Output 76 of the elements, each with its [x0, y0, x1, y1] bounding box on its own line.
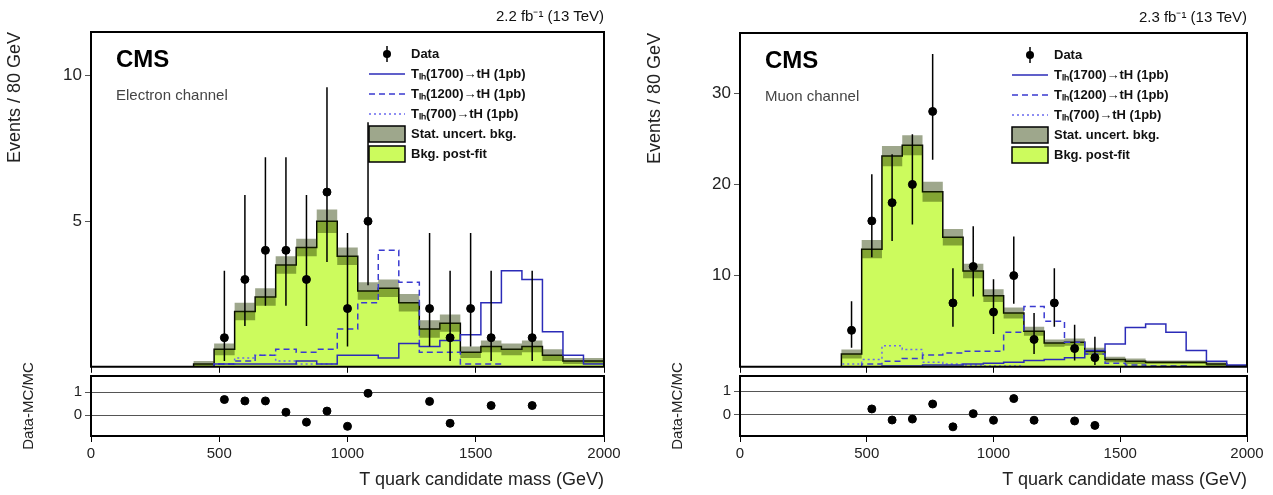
x-tick-label: 1000: [976, 444, 1011, 462]
x-tick-label: 0: [86, 444, 96, 462]
y-tick-label: 1: [722, 381, 731, 399]
y-tick-label: 1: [73, 382, 82, 400]
y-axis-title: Events / 80 GeV: [3, 32, 24, 164]
point: [907, 179, 917, 189]
point: [1090, 420, 1100, 430]
point: [847, 325, 857, 335]
y-tick-label: 20: [712, 174, 731, 194]
y-tick-label: 10: [712, 265, 731, 285]
point: [343, 304, 352, 314]
point: [322, 406, 332, 416]
legend-label: Stat. uncert. bkg.: [411, 125, 517, 141]
point: [887, 415, 897, 425]
legend-label: Bkg. post-fit: [1054, 146, 1131, 162]
x-tick-label: 1000: [330, 444, 365, 462]
y-axis-title: Data-MC/MC: [668, 362, 686, 450]
y-tick-label: 10: [63, 65, 82, 85]
legend-label: Data: [411, 45, 440, 61]
legend-label: Tₗₕ(1200)→tH (1pb): [411, 85, 526, 101]
x-axis-title: T quark candidate mass (GeV): [359, 469, 604, 490]
x-tick-label: 500: [854, 444, 880, 462]
point: [466, 304, 476, 314]
x-tick-label: 0: [735, 444, 745, 462]
y-tick-label: 0: [722, 404, 731, 422]
point: [527, 401, 537, 411]
legend-label: Data: [1054, 46, 1083, 62]
point: [240, 396, 250, 406]
point: [968, 409, 978, 419]
point: [948, 422, 958, 432]
point: [486, 401, 496, 411]
legend-label: Bkg. post-fit: [411, 145, 488, 161]
chart-subtitle: 2.3 fb⁻¹ (13 TeV): [1138, 7, 1247, 25]
point: [363, 388, 373, 398]
annotation: CMS: [765, 46, 819, 73]
point: [301, 417, 311, 427]
legend-label: Tₗₕ(700)→tH (1pb): [1054, 106, 1162, 122]
legend-label: Tₗₕ(1700)→tH (1pb): [1054, 66, 1169, 82]
point: [928, 106, 938, 116]
point: [281, 407, 291, 417]
y-tick-label: 30: [712, 82, 731, 102]
annotation: Electron channel: [116, 86, 228, 103]
point: [445, 418, 455, 428]
point: [1029, 415, 1039, 425]
point: [219, 333, 229, 343]
x-tick-label: 500: [206, 444, 232, 462]
annotation: CMS: [116, 45, 170, 72]
point: [907, 414, 917, 424]
legend-label: Tₗₕ(1200)→tH (1pb): [1054, 86, 1169, 102]
point: [1009, 394, 1019, 404]
point: [989, 415, 998, 425]
x-tick-label: 1500: [1103, 444, 1137, 462]
legend-label: Tₗₕ(1700)→tH (1pb): [411, 65, 526, 81]
point: [301, 274, 311, 284]
y-tick-label: 0: [73, 405, 82, 423]
legend-label: Tₗₕ(700)→tH (1pb): [411, 105, 519, 121]
point: [867, 404, 877, 414]
y-axis-title: Data-MC/MC: [19, 362, 37, 450]
point: [1070, 344, 1080, 354]
point: [425, 304, 435, 314]
point: [928, 399, 938, 409]
chart-subtitle: 2.2 fb⁻¹ (13 TeV): [495, 6, 604, 24]
annotation: Muon channel: [765, 87, 860, 104]
x-tick-label: 2000: [587, 444, 621, 462]
point: [343, 421, 352, 431]
x-tick-label: 2000: [1230, 444, 1264, 462]
point: [260, 396, 270, 406]
y-tick-label: 5: [72, 210, 82, 230]
point: [1070, 416, 1080, 426]
x-tick-label: 1500: [459, 444, 493, 462]
point: [425, 396, 435, 406]
x-axis-title: T quark candidate mass (GeV): [1002, 469, 1247, 490]
y-axis-title: Events / 80 GeV: [643, 33, 664, 165]
point: [219, 395, 229, 405]
legend-label: Stat. uncert. bkg.: [1054, 126, 1160, 142]
point: [260, 245, 270, 255]
